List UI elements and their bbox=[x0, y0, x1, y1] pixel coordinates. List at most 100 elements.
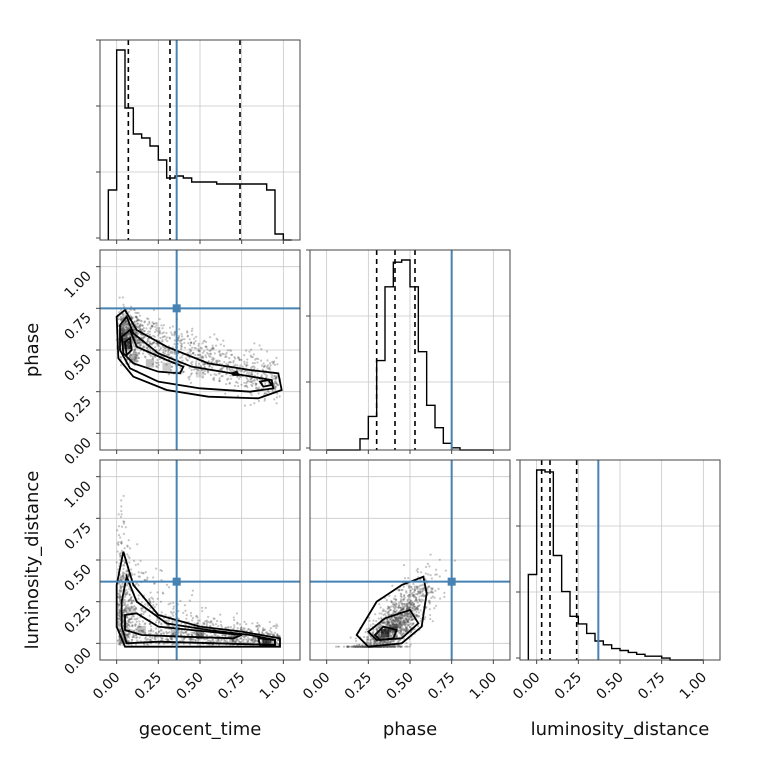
sample-point bbox=[274, 385, 278, 388]
sample-point bbox=[254, 382, 258, 386]
sample-point bbox=[130, 315, 133, 318]
sample-point bbox=[253, 639, 257, 642]
sample-point bbox=[125, 319, 128, 323]
sample-point bbox=[153, 637, 156, 640]
sample-point bbox=[138, 625, 141, 628]
sample-point bbox=[390, 645, 393, 648]
sample-point bbox=[376, 643, 379, 646]
sample-point bbox=[402, 598, 405, 602]
sample-point bbox=[117, 613, 120, 617]
sample-point bbox=[157, 330, 160, 333]
sample-point bbox=[197, 349, 200, 353]
sample-point bbox=[125, 570, 128, 573]
sample-point bbox=[152, 322, 155, 325]
sample-point bbox=[239, 641, 242, 644]
sample-point bbox=[402, 606, 405, 609]
sample-point bbox=[384, 614, 388, 618]
sample-point bbox=[404, 645, 407, 648]
sample-point bbox=[188, 637, 191, 641]
sample-point bbox=[380, 612, 383, 615]
sample-point bbox=[363, 645, 366, 648]
sample-point bbox=[395, 605, 398, 608]
sample-point bbox=[401, 604, 404, 607]
sample-point bbox=[199, 365, 202, 368]
sample-point bbox=[140, 629, 143, 633]
sample-point bbox=[276, 632, 279, 636]
sample-point bbox=[228, 357, 231, 360]
sample-point bbox=[276, 624, 279, 628]
sample-point bbox=[141, 607, 144, 610]
sample-point bbox=[403, 621, 406, 624]
sample-point bbox=[165, 632, 168, 635]
sample-point bbox=[194, 364, 198, 367]
sample-point bbox=[116, 639, 119, 642]
sample-point bbox=[249, 373, 253, 376]
sample-point bbox=[158, 348, 162, 351]
sample-point bbox=[390, 635, 393, 638]
sample-point bbox=[355, 639, 358, 643]
sample-point bbox=[417, 591, 421, 594]
sample-point bbox=[215, 337, 218, 340]
sample-point bbox=[392, 622, 395, 625]
sample-point bbox=[383, 645, 386, 648]
x-tick-label: 0.75 bbox=[215, 670, 248, 703]
sample-point bbox=[242, 638, 246, 641]
sample-point bbox=[254, 640, 257, 643]
sample-point bbox=[404, 617, 407, 621]
sample-point bbox=[247, 628, 250, 631]
density-cell bbox=[119, 332, 128, 341]
sample-point bbox=[272, 625, 275, 628]
sample-point bbox=[194, 353, 197, 357]
sample-point bbox=[421, 587, 424, 590]
sample-point bbox=[266, 359, 269, 362]
sample-point bbox=[407, 615, 410, 618]
sample-point bbox=[392, 640, 395, 643]
sample-point bbox=[362, 645, 365, 648]
sample-point bbox=[394, 616, 397, 620]
sample-point bbox=[118, 641, 121, 644]
sample-point bbox=[407, 576, 410, 580]
sample-point bbox=[129, 597, 132, 600]
sample-point bbox=[390, 622, 393, 625]
sample-point bbox=[354, 645, 357, 648]
sample-point bbox=[400, 633, 403, 636]
sample-point bbox=[120, 542, 123, 545]
sample-point bbox=[226, 626, 229, 629]
x-axis-label-geocent_time: geocent_time bbox=[139, 719, 262, 740]
sample-point bbox=[369, 639, 372, 642]
sample-point bbox=[392, 603, 395, 606]
sample-point bbox=[403, 603, 407, 606]
sample-point bbox=[132, 633, 135, 636]
sample-point bbox=[165, 336, 168, 339]
sample-point bbox=[147, 337, 150, 340]
sample-point bbox=[352, 645, 356, 648]
sample-point bbox=[239, 628, 243, 631]
sample-point bbox=[246, 386, 249, 389]
sample-point bbox=[383, 645, 386, 648]
sample-point bbox=[245, 380, 249, 384]
sample-point bbox=[220, 638, 223, 642]
sample-point bbox=[382, 622, 385, 625]
sample-point bbox=[207, 360, 210, 363]
sample-point bbox=[165, 353, 168, 356]
sample-point bbox=[156, 597, 159, 600]
sample-point bbox=[201, 376, 204, 379]
sample-point bbox=[405, 627, 408, 630]
sample-point bbox=[416, 593, 419, 596]
sample-point bbox=[221, 374, 224, 378]
sample-point bbox=[398, 614, 401, 618]
sample-point bbox=[418, 598, 421, 601]
sample-point bbox=[209, 349, 212, 352]
sample-point bbox=[179, 341, 182, 344]
sample-point bbox=[126, 634, 129, 637]
sample-point bbox=[369, 640, 372, 643]
sample-point bbox=[417, 604, 420, 608]
x-tick-label: 0.25 bbox=[552, 670, 585, 703]
sample-point bbox=[128, 618, 131, 621]
sample-point bbox=[391, 626, 395, 629]
sample-point bbox=[189, 362, 193, 365]
sample-point bbox=[122, 608, 126, 611]
sample-point bbox=[224, 353, 227, 356]
sample-point bbox=[381, 609, 384, 613]
sample-point bbox=[397, 619, 400, 622]
